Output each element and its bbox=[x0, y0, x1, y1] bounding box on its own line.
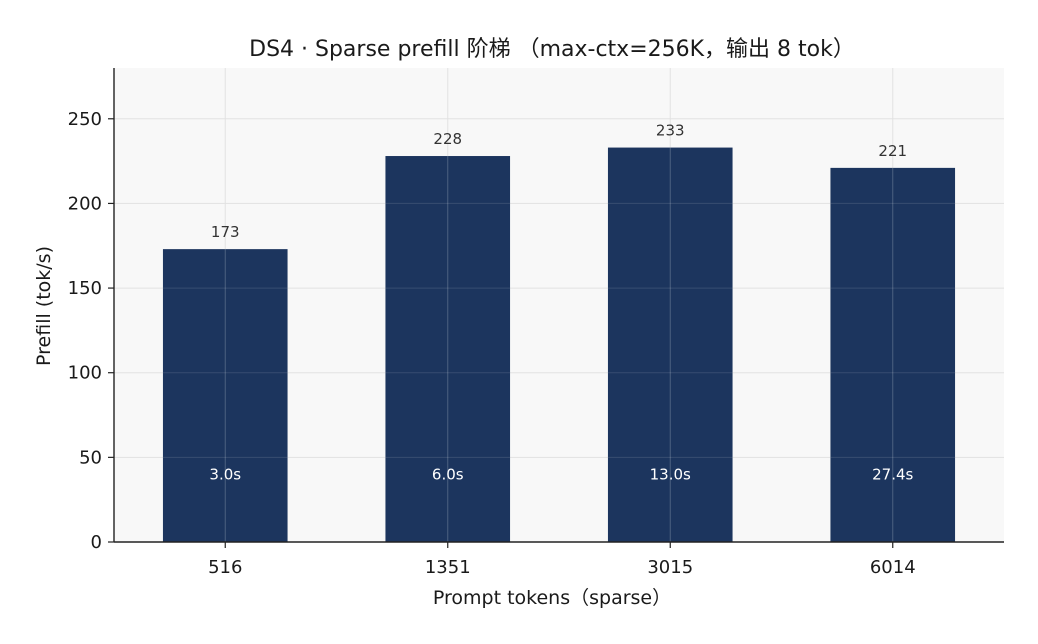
y-tick-label: 0 bbox=[91, 532, 102, 553]
chart-title: DS4 · Sparse prefill 阶梯 （max-ctx=256K，输出… bbox=[249, 37, 855, 62]
y-tick-label: 100 bbox=[68, 363, 102, 384]
bar-value-label: 233 bbox=[656, 122, 685, 140]
y-tick-label: 250 bbox=[68, 109, 102, 130]
bar-time-label: 13.0s bbox=[650, 465, 691, 483]
bar-value-label: 221 bbox=[878, 142, 907, 160]
data-labels: 173 3.0s 228 6.0s 233 13.0s 221 27.4s bbox=[209, 122, 913, 484]
axes bbox=[108, 68, 1004, 548]
grid-lines-front bbox=[162, 147, 956, 542]
bar-time-label: 3.0s bbox=[209, 465, 241, 483]
bar-time-label: 6.0s bbox=[432, 465, 464, 483]
x-tick-label: 3015 bbox=[647, 557, 693, 578]
x-tick-label: 516 bbox=[208, 557, 242, 578]
bar-value-label: 228 bbox=[433, 130, 462, 148]
y-tick-label: 50 bbox=[79, 447, 102, 468]
bar-time-label: 27.4s bbox=[872, 465, 913, 483]
bar bbox=[607, 147, 733, 543]
x-tick-label: 1351 bbox=[425, 557, 471, 578]
y-tick-label: 150 bbox=[68, 278, 102, 299]
tick-labels: 0 50 100 150 200 250 516 1351 3015 6014 bbox=[68, 109, 916, 578]
bar-value-label: 173 bbox=[211, 223, 240, 241]
y-axis-label: Prefill (tok/s) bbox=[33, 246, 55, 366]
bar bbox=[162, 249, 288, 542]
y-tick-label: 200 bbox=[68, 193, 102, 214]
bar bbox=[830, 167, 956, 542]
x-tick-label: 6014 bbox=[870, 557, 916, 578]
x-axis-label: Prompt tokens（sparse） bbox=[433, 587, 671, 609]
bar bbox=[385, 156, 511, 542]
bars bbox=[162, 147, 956, 543]
